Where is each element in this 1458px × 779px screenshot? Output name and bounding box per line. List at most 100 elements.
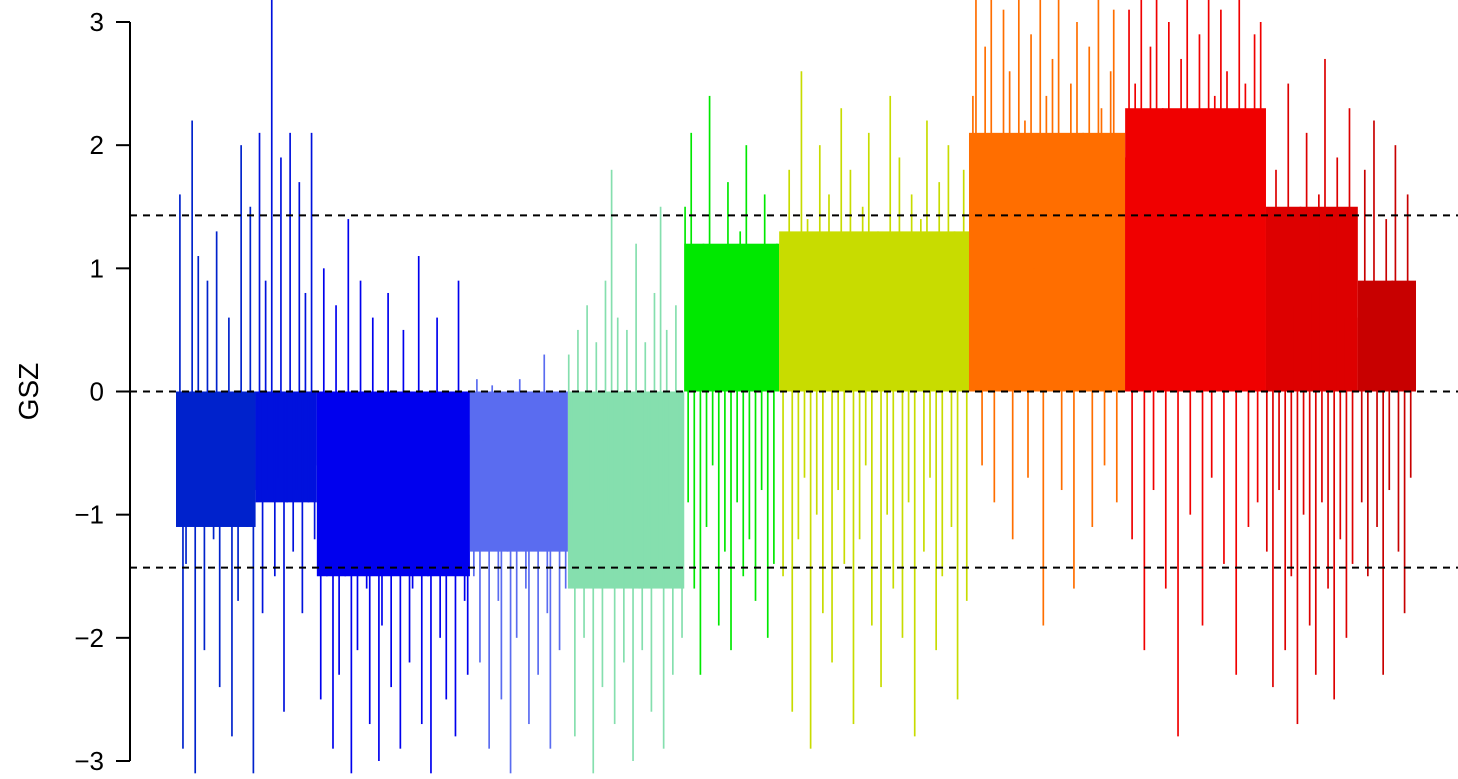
- bar: [396, 391, 399, 564]
- bar: [1296, 391, 1299, 725]
- bar: [981, 391, 983, 466]
- bar: [1220, 9, 1222, 392]
- bar: [574, 391, 576, 737]
- bar: [855, 268, 858, 392]
- bar: [1311, 292, 1314, 392]
- bar: [552, 391, 555, 441]
- bar: [1226, 71, 1228, 392]
- bar: [185, 391, 187, 564]
- bar: [629, 391, 631, 503]
- bar: [338, 391, 340, 675]
- bar: [451, 391, 454, 466]
- bar: [858, 391, 861, 540]
- bar: [500, 391, 503, 700]
- bar: [567, 354, 570, 392]
- bar: [773, 391, 775, 564]
- bar: [699, 391, 702, 675]
- bar: [806, 219, 809, 392]
- bar: [831, 391, 833, 663]
- bar: [295, 391, 298, 491]
- bar: [472, 391, 475, 577]
- bar: [313, 391, 316, 540]
- bar: [1017, 0, 1020, 392]
- bar: [466, 391, 469, 675]
- bar: [1213, 95, 1216, 392]
- bar: [479, 391, 481, 663]
- bar: [662, 391, 665, 749]
- bar: [1253, 34, 1256, 392]
- bar: [892, 391, 895, 589]
- bar: [460, 391, 463, 466]
- bar: [619, 391, 622, 552]
- bar: [1091, 391, 1094, 527]
- bar: [191, 120, 193, 392]
- bar: [1149, 46, 1152, 392]
- bar: [1115, 391, 1118, 503]
- bar: [935, 391, 937, 651]
- bar: [509, 391, 512, 774]
- bar-group-3: [316, 219, 470, 774]
- bar: [436, 317, 438, 392]
- bar: [1357, 317, 1360, 392]
- bar: [1005, 305, 1008, 392]
- bar: [1394, 145, 1397, 392]
- bar: [194, 391, 197, 774]
- bar: [1024, 120, 1026, 392]
- bar: [1057, 0, 1060, 392]
- bar-group-5: [567, 169, 685, 774]
- bar-group-2: [255, 0, 317, 712]
- bar: [1308, 391, 1311, 626]
- bar: [1195, 317, 1198, 392]
- bar: [209, 391, 212, 466]
- bar: [714, 268, 717, 392]
- bar: [319, 391, 322, 700]
- bar: [818, 145, 821, 392]
- bar: [182, 391, 184, 749]
- bar: [947, 145, 950, 392]
- bar: [1391, 280, 1394, 392]
- bar: [972, 95, 974, 392]
- bar: [1241, 231, 1244, 392]
- bar: [733, 305, 735, 392]
- bar: [678, 391, 680, 577]
- bar: [867, 132, 870, 392]
- bar: [812, 280, 815, 392]
- bar: [1348, 108, 1351, 392]
- bar: [647, 391, 650, 527]
- bar: [212, 391, 215, 540]
- bar: [675, 305, 677, 392]
- bar: [650, 391, 653, 712]
- bar: [469, 391, 472, 435]
- bar: [543, 354, 546, 392]
- bar: [326, 391, 328, 577]
- bar: [448, 391, 451, 552]
- bar: [852, 391, 855, 725]
- bar: [1379, 329, 1381, 392]
- bar: [889, 95, 892, 392]
- bar: [1244, 83, 1247, 392]
- bar: [1373, 120, 1375, 392]
- bar: [1198, 34, 1201, 392]
- bar: [659, 206, 662, 392]
- bar: [702, 243, 705, 392]
- bar: [298, 182, 301, 392]
- bar: [705, 391, 708, 527]
- bar: [595, 342, 598, 392]
- bar: [1008, 71, 1011, 392]
- bar: [748, 391, 751, 540]
- bar: [626, 329, 628, 392]
- bar: [515, 391, 518, 638]
- bar: [384, 391, 386, 466]
- bar: [653, 292, 656, 392]
- bar: [1097, 0, 1100, 392]
- bar: [1088, 46, 1091, 392]
- bar: [335, 305, 337, 392]
- bar: [442, 391, 445, 466]
- bar-group-9: [1125, 0, 1266, 737]
- bar: [1014, 169, 1017, 392]
- bar-group-10: [1265, 58, 1358, 725]
- bar: [1109, 71, 1112, 392]
- bar: [1376, 391, 1378, 527]
- bar: [1174, 145, 1176, 392]
- bar: [378, 391, 380, 761]
